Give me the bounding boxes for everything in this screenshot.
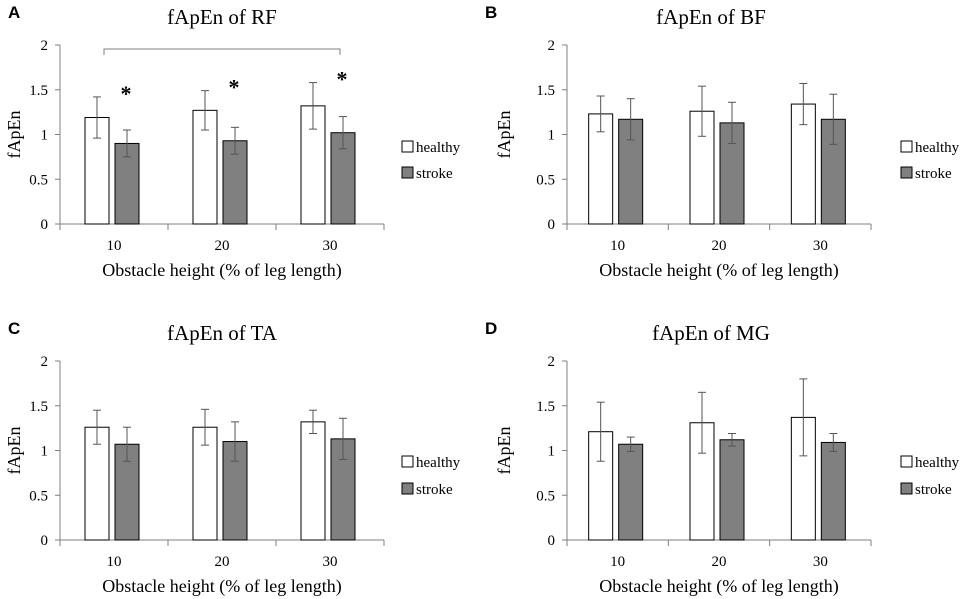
y-tick-label: 0	[41, 217, 49, 233]
y-tick-label: 0.5	[536, 172, 555, 188]
bar-stroke-10	[618, 443, 644, 541]
significance-star: *	[337, 67, 348, 92]
significance-star: *	[121, 81, 132, 106]
legend-label-healthy: healthy	[416, 455, 461, 471]
x-tick-label: 30	[813, 554, 828, 570]
panel-letter: A	[8, 3, 20, 22]
x-tick-label: 10	[610, 554, 625, 570]
legend-swatch-healthy	[401, 455, 414, 468]
y-axis-label: fApEn	[494, 427, 514, 475]
x-tick-label: 20	[215, 554, 230, 570]
legend-label-stroke: stroke	[915, 482, 952, 498]
significance-bracket	[103, 48, 341, 55]
chart-title: fApEn of RF	[167, 5, 277, 29]
legend: healthy stroke	[900, 455, 960, 498]
legend-label-stroke: stroke	[915, 166, 952, 182]
legend-label-stroke: stroke	[416, 166, 453, 182]
chart-title: fApEn of TA	[167, 321, 278, 345]
y-tick-label: 0	[548, 533, 556, 549]
legend: healthy stroke	[401, 140, 461, 182]
x-tick-label: 20	[215, 238, 230, 254]
y-tick-label: 2	[548, 38, 556, 54]
legend-label-stroke: stroke	[416, 482, 453, 498]
y-tick-label: 1	[41, 444, 49, 460]
legend-swatch-healthy	[900, 140, 913, 153]
x-axis-label: Obstacle height (% of leg length)	[102, 576, 341, 597]
y-tick-label: 0	[548, 217, 556, 233]
legend-swatch-healthy	[900, 455, 913, 468]
legend-swatch-stroke	[900, 166, 913, 179]
y-tick-label: 0	[41, 533, 49, 549]
legend: healthy stroke	[401, 455, 461, 498]
y-tick-label: 1.5	[29, 399, 48, 415]
x-tick-label: 30	[813, 238, 828, 254]
x-tick-label: 20	[712, 238, 727, 254]
legend-swatch-stroke	[900, 482, 913, 495]
bar-healthy-20	[192, 426, 218, 541]
x-tick-label: 10	[107, 238, 122, 254]
y-tick-label: 1.5	[536, 399, 555, 415]
legend-swatch-healthy	[401, 140, 414, 153]
x-tick-label: 10	[107, 554, 122, 570]
panel-letter: B	[485, 3, 497, 22]
y-tick-label: 2	[41, 354, 49, 370]
significance-star: *	[229, 75, 240, 100]
y-axis-label: fApEn	[4, 111, 24, 159]
y-tick-label: 2	[41, 38, 49, 54]
x-tick-label: 30	[323, 238, 338, 254]
legend-swatch-stroke	[401, 482, 414, 495]
x-tick-label: 20	[712, 554, 727, 570]
y-tick-label: 1.5	[536, 83, 555, 99]
legend-label-healthy: healthy	[915, 455, 960, 471]
y-tick-label: 1	[41, 128, 49, 144]
y-tick-label: 2	[548, 354, 556, 370]
x-tick-label: 10	[610, 238, 625, 254]
x-axis-label: Obstacle height (% of leg length)	[599, 260, 838, 281]
y-tick-label: 0.5	[29, 488, 48, 504]
y-tick-label: 1.5	[29, 83, 48, 99]
bar-stroke-20	[222, 140, 248, 225]
legend-swatch-stroke	[401, 166, 414, 179]
legend-label-healthy: healthy	[416, 140, 461, 156]
x-tick-label: 30	[323, 554, 338, 570]
x-axis-label: Obstacle height (% of leg length)	[102, 260, 341, 281]
bar-healthy-30	[300, 105, 326, 225]
chart-title: fApEn of BF	[656, 5, 766, 29]
bar-healthy-30	[300, 421, 326, 541]
legend-label-healthy: healthy	[915, 140, 960, 156]
y-tick-label: 0.5	[29, 172, 48, 188]
bar-stroke-30	[820, 441, 846, 541]
bar-stroke-20	[719, 439, 745, 541]
x-axis-label: Obstacle height (% of leg length)	[599, 576, 838, 597]
y-axis-label: fApEn	[494, 111, 514, 159]
bar-healthy-10	[84, 426, 110, 541]
y-tick-label: 1	[548, 444, 556, 460]
panel-letter: D	[485, 319, 497, 338]
y-axis-label: fApEn	[4, 427, 24, 475]
chart-title: fApEn of MG	[652, 321, 770, 345]
legend: healthy stroke	[900, 140, 960, 182]
panel-letter: C	[8, 319, 20, 338]
y-tick-label: 1	[548, 128, 556, 144]
y-tick-label: 0.5	[536, 488, 555, 504]
